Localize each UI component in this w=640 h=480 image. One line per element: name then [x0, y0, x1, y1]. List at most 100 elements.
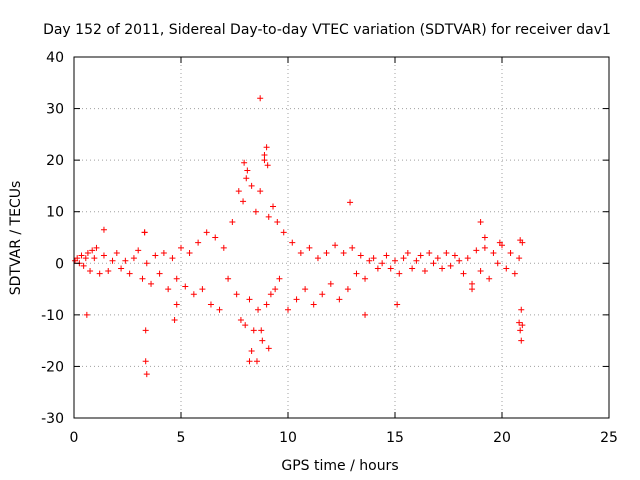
data-point	[473, 247, 480, 254]
y-tick-label: -10	[41, 308, 64, 324]
data-point	[182, 283, 189, 290]
data-point	[327, 280, 334, 287]
data-point	[496, 239, 503, 246]
x-axis-label: GPS time / hours	[281, 458, 398, 474]
data-point	[178, 244, 184, 251]
data-point	[240, 198, 247, 205]
data-point	[302, 286, 309, 293]
data-point	[246, 358, 253, 365]
data-point	[276, 275, 283, 282]
data-point	[340, 249, 347, 256]
data-point	[347, 199, 354, 206]
data-point	[118, 265, 125, 272]
data-point	[494, 260, 501, 267]
data-point	[257, 95, 264, 102]
data-point	[105, 268, 112, 275]
data-point	[460, 270, 467, 277]
data-point	[83, 311, 90, 318]
data-point	[336, 296, 343, 303]
y-tick-label: 20	[46, 153, 64, 169]
data-point	[517, 327, 524, 334]
data-point	[430, 260, 437, 267]
chart-title: Day 152 of 2011, Sidereal Day-to-day VTE…	[43, 22, 611, 38]
data-point	[91, 255, 98, 262]
data-point	[263, 301, 270, 308]
data-point	[297, 249, 304, 256]
data-point	[265, 345, 272, 352]
data-point	[383, 252, 390, 259]
data-point	[404, 249, 411, 256]
y-tick-label: 10	[46, 205, 64, 221]
data-point	[293, 296, 300, 303]
data-point	[152, 252, 159, 259]
data-point	[374, 265, 381, 272]
data-point	[507, 249, 514, 256]
data-point	[319, 291, 326, 298]
data-point	[490, 249, 497, 256]
data-point	[93, 244, 100, 251]
data-point	[143, 371, 150, 378]
data-point	[207, 301, 214, 308]
data-point	[332, 242, 339, 249]
data-point	[74, 255, 81, 262]
data-point	[255, 306, 262, 313]
data-point	[270, 203, 277, 210]
data-point	[503, 265, 510, 272]
data-point	[148, 280, 155, 287]
data-point	[253, 358, 260, 365]
x-tick-label: 20	[493, 430, 511, 446]
data-point	[244, 167, 251, 174]
data-point	[362, 311, 369, 318]
data-point	[434, 255, 441, 262]
data-point	[130, 255, 137, 262]
data-point	[199, 286, 206, 293]
y-axis-label: SDTVAR / TECUs	[8, 181, 24, 296]
data-point	[285, 306, 291, 313]
data-point	[280, 229, 287, 236]
data-point	[274, 219, 281, 226]
data-point	[400, 255, 407, 262]
data-point	[477, 219, 484, 226]
data-point	[243, 175, 250, 182]
data-point	[195, 239, 202, 246]
data-point	[421, 268, 428, 275]
data-point	[387, 265, 394, 272]
data-point	[310, 301, 317, 308]
data-point	[250, 327, 257, 334]
data-point	[109, 257, 116, 264]
data-point	[80, 262, 87, 269]
data-point	[261, 157, 268, 164]
data-point	[272, 286, 279, 293]
data-point	[486, 275, 493, 282]
data-point	[78, 252, 85, 259]
grid-lines	[74, 57, 609, 418]
data-point	[225, 275, 232, 282]
data-point	[417, 252, 424, 259]
data-point	[481, 244, 488, 251]
data-point	[362, 275, 369, 282]
data-point	[357, 252, 364, 259]
data-point	[443, 249, 450, 256]
data-point	[447, 262, 454, 269]
data-point	[261, 151, 268, 158]
data-point	[451, 252, 458, 259]
data-point	[82, 255, 89, 262]
data-point	[141, 229, 148, 236]
data-point	[413, 257, 420, 264]
x-tick-label: 5	[177, 430, 186, 446]
data-point	[439, 265, 446, 272]
data-point	[263, 144, 270, 151]
data-point	[87, 268, 94, 275]
data-point	[122, 257, 129, 264]
data-point	[237, 317, 244, 324]
data-point	[257, 188, 264, 195]
data-point	[477, 268, 484, 275]
x-tick-label: 15	[386, 430, 404, 446]
data-point	[212, 234, 219, 241]
data-point	[394, 301, 401, 308]
data-point	[349, 244, 356, 251]
data-point	[306, 244, 313, 251]
data-point	[216, 306, 223, 313]
data-point	[203, 229, 210, 236]
